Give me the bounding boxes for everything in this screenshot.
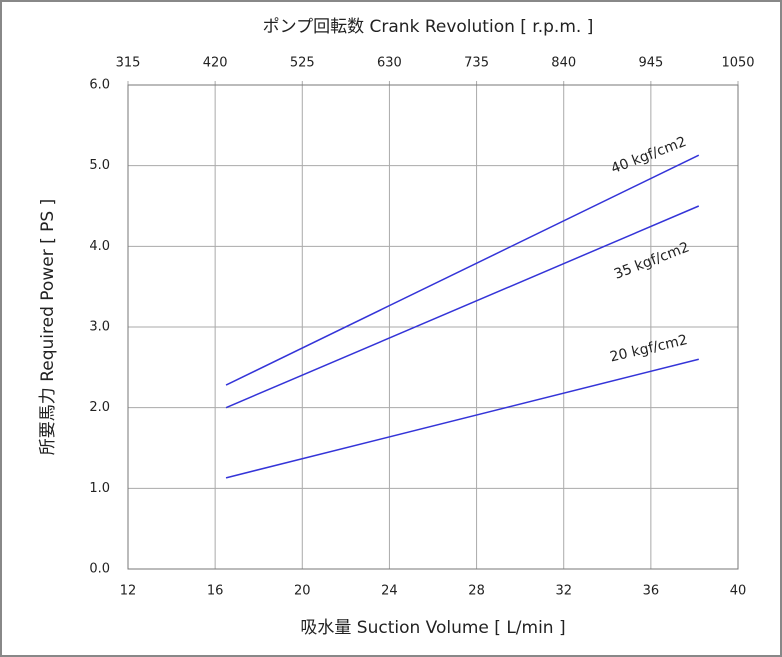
x2-tick-label: 420 [203,56,228,71]
x2-tick-label: 840 [551,56,576,71]
chart-title: ポンプ回転数 Crank Revolution [ r.p.m. ] [263,17,594,37]
x-axis-label: 吸水量 Suction Volume [ L/min ] [300,618,565,638]
x2-tick-label: 945 [638,56,663,71]
x-tick-label: 36 [643,584,660,599]
y-tick-label: 2.0 [89,400,110,415]
y-axis-label: 所要馬力 Required Power [ PS ] [38,199,58,455]
x-tick-label: 24 [381,584,398,599]
x-tick-label: 28 [468,584,485,599]
x2-tick-label: 630 [377,56,402,71]
x2-tick-label: 1050 [721,56,754,71]
x-tick-label: 16 [207,584,224,599]
x-tick-label: 32 [555,584,572,599]
series-line [225,205,700,409]
y-tick-label: 3.0 [89,320,110,335]
x-tick-label: 12 [120,584,137,599]
x2-tick-label: 315 [116,56,141,71]
x-tick-label: 20 [294,584,311,599]
y-tick-label: 6.0 [89,78,110,93]
y-tick-label: 1.0 [89,481,110,496]
y-tick-label: 5.0 [89,158,110,173]
series-line [225,358,699,479]
y-tick-label: 0.0 [89,562,110,577]
y-tick-label: 4.0 [89,239,110,254]
x2-tick-label: 735 [464,56,489,71]
series-line [225,154,700,386]
x2-tick-label: 525 [290,56,315,71]
plot-area [127,84,739,570]
x-tick-label: 40 [730,584,747,599]
